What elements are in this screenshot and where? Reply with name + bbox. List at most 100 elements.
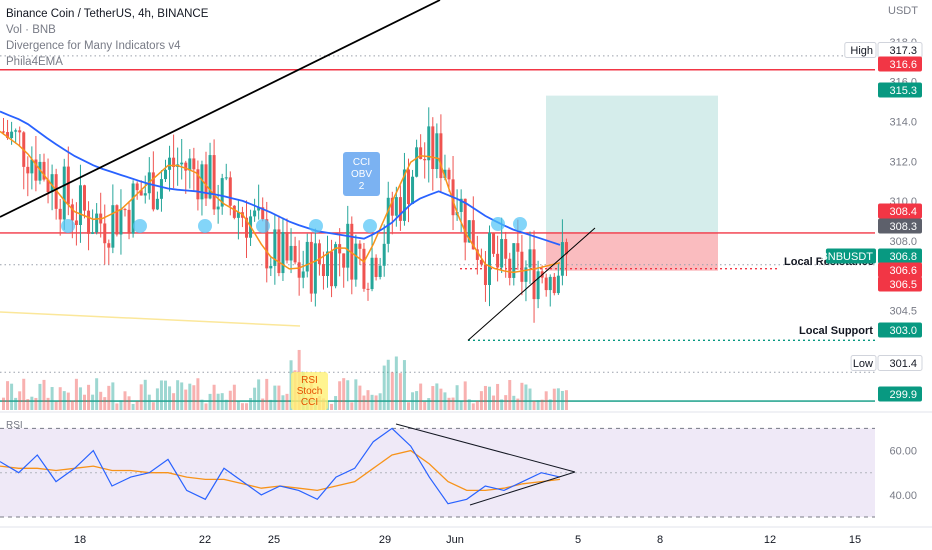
candle-body[interactable] — [309, 241, 313, 294]
candle-body[interactable] — [135, 183, 139, 191]
candle-body[interactable] — [488, 232, 491, 286]
price-tag-box[interactable] — [878, 82, 922, 98]
candle-body[interactable] — [34, 159, 38, 181]
candle-body[interactable] — [483, 264, 487, 286]
price-tag-box[interactable] — [878, 276, 922, 292]
candle-body[interactable] — [192, 158, 196, 170]
candle-body[interactable] — [212, 155, 216, 210]
candle-body[interactable] — [91, 232, 95, 234]
candle-body[interactable] — [131, 183, 135, 234]
pivot-marker[interactable] — [61, 219, 75, 233]
trendline-major[interactable] — [0, 0, 441, 218]
candle-body[interactable] — [532, 249, 536, 300]
candle-body[interactable] — [265, 219, 269, 269]
candle-body[interactable] — [398, 197, 402, 221]
candle-body[interactable] — [439, 133, 443, 179]
candle-body[interactable] — [321, 264, 325, 277]
indicator-volume[interactable]: Vol · BNB — [6, 24, 56, 36]
candle-body[interactable] — [560, 242, 564, 276]
pivot-marker[interactable] — [256, 219, 270, 233]
candle-body[interactable] — [297, 262, 301, 278]
candle-body[interactable] — [556, 275, 560, 294]
candle-body[interactable] — [402, 169, 406, 221]
candle-body[interactable] — [479, 259, 483, 265]
candle-body[interactable] — [220, 178, 224, 207]
candle-body[interactable] — [536, 271, 540, 300]
candle-body[interactable] — [273, 229, 277, 266]
candle-body[interactable] — [111, 205, 115, 248]
candle-body[interactable] — [172, 157, 176, 168]
candle-body[interactable] — [62, 166, 66, 220]
candle-body[interactable] — [155, 198, 159, 210]
candle-body[interactable] — [204, 164, 208, 199]
candle-body[interactable] — [70, 204, 74, 221]
candle-body[interactable] — [366, 288, 370, 290]
candle-body[interactable] — [66, 166, 70, 205]
candle-body[interactable] — [38, 161, 42, 181]
pivot-marker[interactable] — [491, 217, 505, 231]
candle-body[interactable] — [330, 251, 334, 287]
candle-body[interactable] — [471, 220, 475, 250]
candle-body[interactable] — [143, 193, 147, 196]
candle-body[interactable] — [123, 209, 127, 211]
price-tag-box[interactable] — [878, 218, 922, 234]
candle-body[interactable] — [10, 131, 14, 139]
rsi-trendline-lower[interactable] — [469, 471, 576, 506]
candle-body[interactable] — [269, 265, 273, 269]
pivot-marker[interactable] — [133, 219, 147, 233]
candle-body[interactable] — [528, 249, 532, 268]
price-tag-name-box[interactable] — [844, 42, 877, 58]
local-support-label[interactable]: Local Support — [799, 325, 873, 337]
divergence-bear-box[interactable] — [343, 152, 380, 196]
candle-body[interactable] — [208, 155, 212, 199]
candle-body[interactable] — [334, 244, 338, 287]
candle-body[interactable] — [107, 243, 111, 248]
candle-body[interactable] — [261, 207, 265, 220]
candle-body[interactable] — [386, 197, 390, 244]
candle-body[interactable] — [378, 265, 382, 277]
candle-body[interactable] — [58, 208, 62, 220]
candle-body[interactable] — [236, 212, 240, 218]
candle-body[interactable] — [500, 239, 504, 268]
candle-body[interactable] — [548, 276, 552, 291]
candle-body[interactable] — [95, 213, 99, 233]
candle-body[interactable] — [50, 174, 54, 193]
candle-body[interactable] — [103, 223, 107, 244]
candle-body[interactable] — [374, 257, 378, 277]
candle-body[interactable] — [394, 197, 398, 216]
candle-body[interactable] — [26, 166, 30, 174]
candle-body[interactable] — [463, 198, 467, 243]
candle-body[interactable] — [411, 176, 415, 205]
candle-body[interactable] — [18, 130, 22, 133]
candle-body[interactable] — [232, 205, 236, 218]
candle-body[interactable] — [362, 248, 366, 289]
candle-body[interactable] — [435, 133, 439, 170]
candle-body[interactable] — [119, 209, 123, 235]
price-tag-box[interactable] — [877, 355, 923, 371]
price-tag-name-box[interactable] — [850, 355, 877, 371]
candle-body[interactable] — [42, 161, 46, 180]
candle-body[interactable] — [407, 169, 410, 205]
candle-body[interactable] — [350, 223, 354, 280]
candle-body[interactable] — [508, 258, 512, 278]
candle-body[interactable] — [301, 271, 305, 278]
price-tag-box[interactable] — [878, 322, 922, 338]
pivot-marker[interactable] — [513, 217, 527, 231]
candle-body[interactable] — [342, 253, 346, 268]
candle-body[interactable] — [496, 253, 500, 268]
target-zone[interactable] — [546, 95, 718, 233]
candle-body[interactable] — [139, 190, 143, 196]
candle-body[interactable] — [370, 257, 374, 290]
candle-body[interactable] — [14, 130, 18, 132]
indicator-divergence[interactable]: Divergence for Many Indicators v4 — [6, 40, 181, 52]
candle-body[interactable] — [354, 243, 358, 280]
candle-body[interactable] — [74, 220, 78, 226]
candle-body[interactable] — [447, 169, 451, 180]
candle-body[interactable] — [317, 243, 321, 265]
candle-body[interactable] — [83, 185, 86, 211]
pivot-marker[interactable] — [309, 219, 323, 233]
price-tag-box[interactable] — [878, 248, 922, 264]
candle-body[interactable] — [516, 243, 520, 252]
candle-body[interactable] — [382, 243, 386, 266]
